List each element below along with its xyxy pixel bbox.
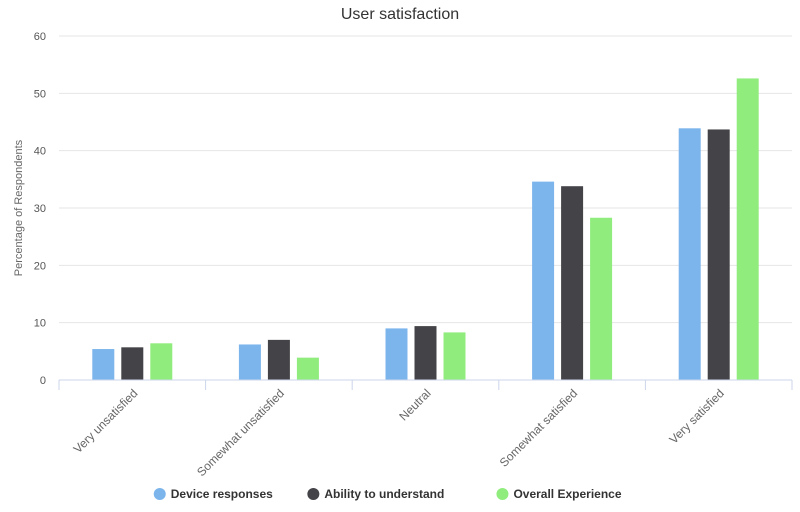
bars [92, 78, 759, 380]
y-tick-label: 60 [34, 31, 46, 43]
y-axis-labels: 0 10 20 30 40 50 60 [34, 31, 46, 387]
x-category-label: Somewhat satisfied [497, 386, 580, 469]
bar[interactable] [532, 181, 555, 380]
x-category-label: Very unsatisfied [71, 386, 141, 456]
chart-title: User satisfaction [341, 6, 459, 23]
bar[interactable] [590, 217, 613, 380]
x-category-label: Somewhat unsatisfied [194, 386, 287, 479]
x-axis: Very unsatisfied Somewhat unsatisfied Neut… [58, 379, 793, 479]
bar[interactable] [414, 326, 437, 380]
y-tick-label: 50 [34, 88, 46, 100]
gridlines [59, 35, 792, 324]
bar[interactable] [385, 328, 408, 380]
legend-label: Device responses [171, 487, 273, 501]
legend-label: Overall Experience [513, 487, 621, 501]
x-category-label: Very satisfied [666, 386, 726, 446]
legend-marker [307, 488, 320, 500]
bar[interactable] [443, 332, 466, 380]
x-category-label: Neutral [396, 386, 433, 423]
legend-item[interactable]: Overall Experience [496, 487, 622, 501]
y-tick-label: 30 [34, 203, 46, 215]
legend[interactable]: Device responses Ability to understand Ove… [153, 487, 622, 501]
bar[interactable] [707, 129, 730, 380]
legend-item[interactable]: Ability to understand [307, 487, 444, 501]
y-tick-label: 10 [34, 318, 46, 330]
bar[interactable] [736, 78, 759, 380]
y-tick-label: 0 [40, 375, 46, 387]
bar[interactable] [238, 344, 261, 380]
bar[interactable] [296, 357, 319, 380]
legend-marker [153, 488, 166, 500]
y-axis-title: Percentage of Respondents [13, 139, 25, 276]
legend-label: Ability to understand [324, 487, 444, 501]
bar[interactable] [121, 347, 144, 380]
y-tick-label: 20 [34, 260, 46, 272]
legend-marker [496, 488, 509, 500]
bar[interactable] [150, 343, 173, 380]
legend-item[interactable]: Device responses [153, 487, 273, 501]
bar[interactable] [678, 128, 701, 380]
y-tick-label: 40 [34, 146, 46, 158]
bar[interactable] [92, 349, 115, 380]
bar[interactable] [267, 339, 290, 380]
bar[interactable] [561, 186, 584, 380]
